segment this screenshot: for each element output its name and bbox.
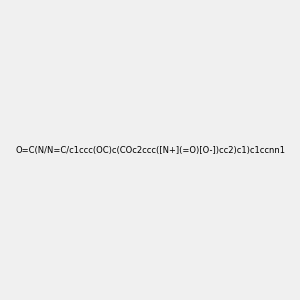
Text: O=C(N/N=C/c1ccc(OC)c(COc2ccc([N+](=O)[O-])cc2)c1)c1ccnn1: O=C(N/N=C/c1ccc(OC)c(COc2ccc([N+](=O)[O-… (15, 146, 285, 154)
